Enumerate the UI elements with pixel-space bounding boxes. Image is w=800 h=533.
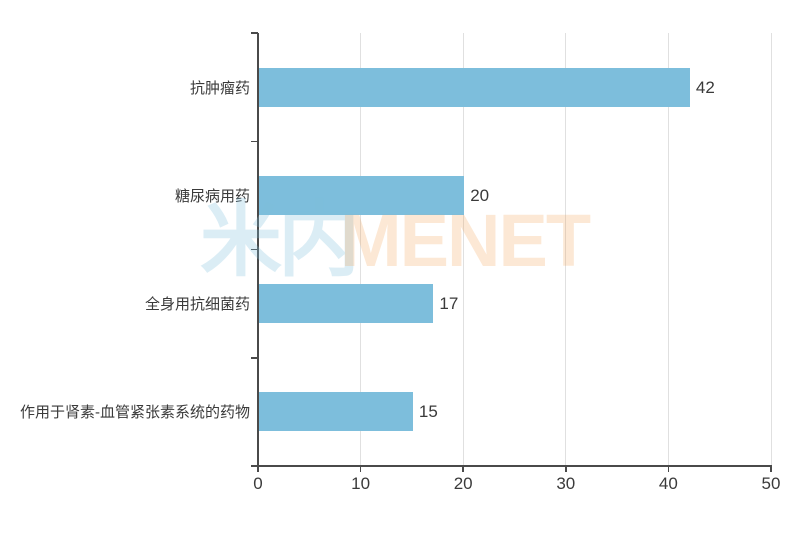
x-tick-30	[565, 466, 567, 472]
x-tick-0	[257, 466, 259, 472]
y-tick	[251, 248, 258, 251]
x-tick-20	[462, 466, 464, 472]
bar-作用于肾素-血管紧张素系统的药物	[259, 392, 413, 432]
plot-area: 42 20 17 15	[251, 32, 772, 472]
x-tick-label-30: 30	[556, 474, 576, 493]
x-tick-label-10: 10	[351, 474, 371, 493]
category-label: 作用于肾素-血管紧张素系统的药物	[20, 404, 250, 422]
bar-抗肿瘤药	[259, 67, 690, 107]
x-tick-50	[770, 466, 772, 472]
y-axis-line	[257, 33, 259, 466]
bar-全身用抗细菌药	[259, 284, 434, 324]
x-axis-line	[257, 465, 772, 467]
y-tick	[251, 357, 258, 359]
data-label: 17	[439, 294, 459, 314]
bar-糖尿病用药	[259, 175, 465, 215]
x-tick-10	[359, 466, 362, 472]
gridline-50	[770, 33, 772, 466]
data-label: 42	[695, 77, 715, 97]
category-label: 抗肿瘤药	[189, 79, 250, 97]
x-tick-label-40: 40	[658, 474, 678, 493]
x-tick-label-20: 20	[453, 474, 473, 493]
gridline-20	[462, 33, 464, 466]
x-tick-label-50: 50	[761, 474, 781, 493]
y-tick	[251, 140, 258, 142]
gridline-10	[360, 33, 362, 466]
y-tick	[251, 465, 258, 467]
gridline-40	[667, 33, 669, 466]
data-label: 15	[418, 402, 438, 422]
category-label: 糖尿病用药	[174, 187, 250, 205]
data-label: 20	[470, 185, 490, 205]
y-tick	[251, 32, 258, 34]
gridline-30	[565, 33, 567, 466]
x-tick-label-0: 0	[253, 474, 263, 493]
x-tick-40	[667, 466, 670, 472]
category-label: 全身用抗细菌药	[144, 296, 250, 314]
